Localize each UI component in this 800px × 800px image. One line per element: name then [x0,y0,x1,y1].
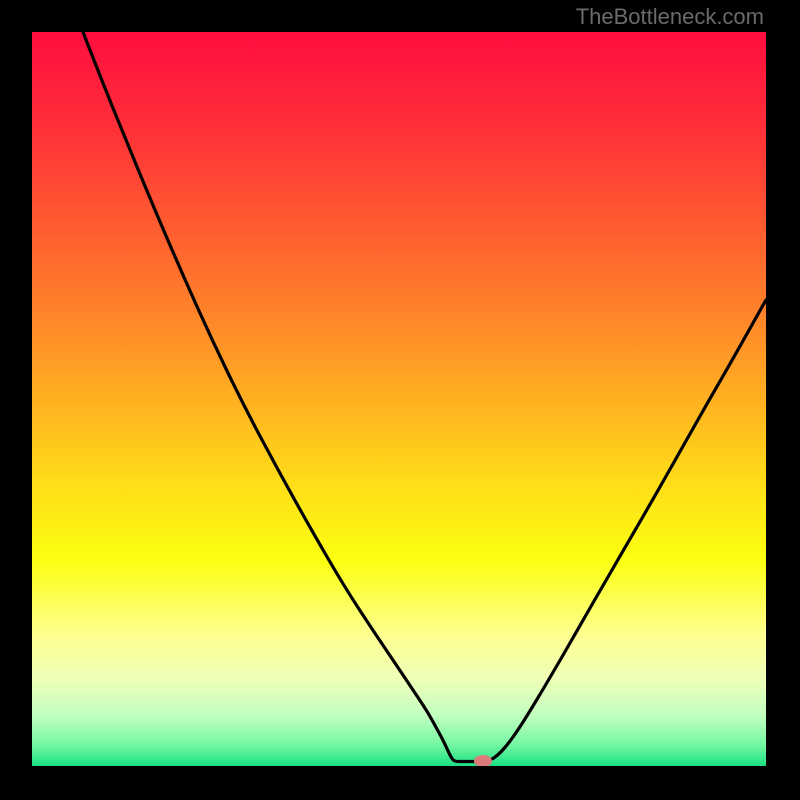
bottleneck-curve [83,32,766,762]
curve-layer [32,32,766,766]
watermark-text: TheBottleneck.com [576,4,764,30]
chart-stage: TheBottleneck.com [0,0,800,800]
plot-area [32,32,766,766]
bottleneck-marker [474,755,492,766]
